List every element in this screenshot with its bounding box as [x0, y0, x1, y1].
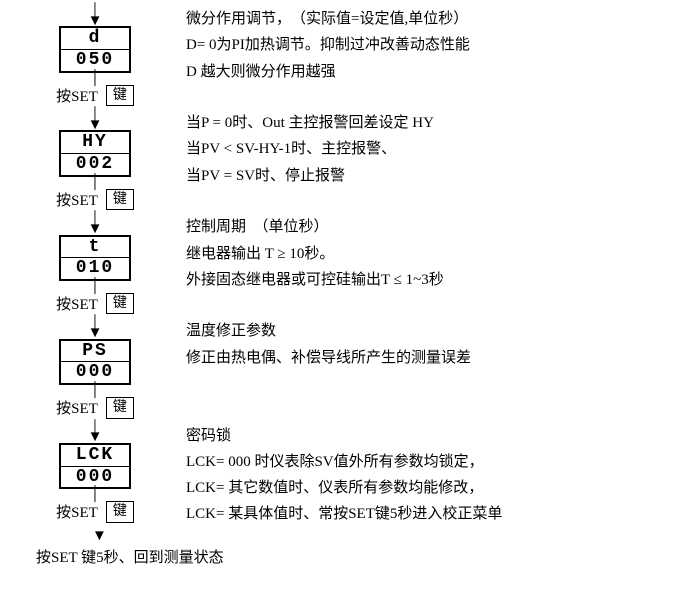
desc-line: 微分作用调节， （实际值=设定值,单位秒）: [186, 6, 670, 32]
press-set-row: 按SET 键: [10, 85, 180, 107]
set-key-button[interactable]: 键: [106, 85, 134, 107]
desc-line: 继电器输出 T ≥ 10秒。: [186, 241, 670, 267]
press-set-label: 按SET: [56, 501, 98, 522]
flow-arrow-down-icon: │▼: [88, 212, 103, 234]
lcd-display: d050: [59, 26, 131, 72]
desc-line: 当PV < SV-HY-1时、主控报警、: [186, 136, 670, 162]
param-description: 密码锁LCK= 000 时仪表除SV值外所有参数均锁定，LCK= 其它数值时、仪…: [180, 421, 670, 528]
flow-left: │▼HY002│按SET键: [10, 108, 180, 210]
lcd-line-top: t: [61, 237, 129, 259]
param-description: 温度修正参数修正由热电偶、补偿导线所产生的测量误差: [180, 316, 670, 371]
flow-arrow-end-icon: ▼: [92, 530, 670, 542]
desc-line: 外接固态继电器或可控硅输出T ≤ 1~3秒: [186, 267, 670, 293]
press-set-row: 按SET 键: [10, 501, 180, 523]
set-key-button[interactable]: 键: [106, 293, 134, 315]
param-step: │▼LCK000│ 按SET 键 密码锁LCK= 000 时仪表除SV值外所有参数均锁…: [10, 421, 670, 528]
param-step: │▼t010│按SET键控制周期 （单位秒）继电器输出 T ≥ 10秒。外接固态…: [10, 212, 670, 314]
flow-line-icon: │: [90, 385, 100, 395]
desc-line: 当P = 0时、Out 主控报警回差设定 HY: [186, 110, 670, 136]
desc-line: 修正由热电偶、补偿导线所产生的测量误差: [186, 345, 670, 371]
flow-line-icon: │: [90, 73, 100, 83]
lcd-line-bottom: 010: [61, 258, 129, 279]
flow-line-icon: │: [90, 281, 100, 291]
flow-arrow-down-icon: │▼: [88, 108, 103, 130]
param-step: │▼HY002│按SET键当P = 0时、Out 主控报警回差设定 HY当PV …: [10, 108, 670, 210]
press-set-row: 按SET 键: [10, 293, 180, 315]
press-set-row: 按SET 键: [10, 397, 180, 419]
lcd-line-top: HY: [61, 132, 129, 154]
param-description: 控制周期 （单位秒）继电器输出 T ≥ 10秒。外接固态继电器或可控硅输出T ≤…: [180, 212, 670, 293]
press-set-label: 按SET: [56, 293, 98, 314]
param-step: │▼d050│按SET键微分作用调节， （实际值=设定值,单位秒）D= 0为PI…: [10, 4, 670, 106]
lcd-display: HY002: [59, 130, 131, 176]
desc-line: 温度修正参数: [186, 318, 670, 344]
lcd-line-bottom: 002: [61, 154, 129, 175]
press-set-label: 按SET: [56, 85, 98, 106]
flow-left: │▼d050│按SET键: [10, 4, 180, 106]
flow-line-icon: │: [90, 489, 100, 499]
lcd-line-top: d: [61, 28, 129, 50]
press-set-row: 按SET 键: [10, 189, 180, 211]
param-description: 当P = 0时、Out 主控报警回差设定 HY当PV < SV-HY-1时、主控…: [180, 108, 670, 189]
final-instruction: 按SET 键5秒、回到测量状态: [36, 546, 670, 567]
flow-arrow-down-icon: │▼: [88, 421, 103, 443]
param-description: 微分作用调节， （实际值=设定值,单位秒）D= 0为PI加热调节。抑制过冲改善动…: [180, 4, 670, 85]
desc-line: D= 0为PI加热调节。抑制过冲改善动态性能: [186, 32, 670, 58]
desc-line: 当PV = SV时、停止报警: [186, 163, 670, 189]
desc-line: 密码锁: [186, 423, 670, 449]
flow-left: │▼PS000│按SET键: [10, 316, 180, 418]
lcd-line-bottom: 000: [61, 467, 129, 488]
set-key-button[interactable]: 键: [106, 189, 134, 211]
lcd-line-bottom: 000: [61, 362, 129, 383]
param-step: │▼PS000│按SET键温度修正参数修正由热电偶、补偿导线所产生的测量误差: [10, 316, 670, 418]
desc-line: LCK= 000 时仪表除SV值外所有参数均锁定，: [186, 449, 670, 475]
press-set-label: 按SET: [56, 189, 98, 210]
set-key-button[interactable]: 键: [106, 397, 134, 419]
flow-left: │▼t010│按SET键: [10, 212, 180, 314]
flow-line-icon: │: [90, 177, 100, 187]
desc-line: D 越大则微分作用越强: [186, 59, 670, 85]
lcd-line-top: LCK: [61, 445, 129, 467]
lcd-display: LCK000: [59, 443, 131, 489]
flow-left: │▼LCK000│ 按SET 键: [10, 421, 180, 523]
lcd-display: PS000: [59, 339, 131, 385]
desc-line: 控制周期 （单位秒）: [186, 214, 670, 240]
lcd-display: t010: [59, 235, 131, 281]
desc-line: LCK= 其它数值时、仪表所有参数均能修改，: [186, 475, 670, 501]
lcd-line-bottom: 050: [61, 50, 129, 71]
flow-arrow-down-icon: │▼: [88, 4, 103, 26]
desc-line: LCK= 某具体值时、常按SET键5秒进入校正菜单: [186, 501, 670, 527]
flow-arrow-down-icon: │▼: [88, 316, 103, 338]
press-set-label: 按SET: [56, 397, 98, 418]
lcd-line-top: PS: [61, 341, 129, 363]
set-key-button[interactable]: 键: [106, 501, 134, 523]
